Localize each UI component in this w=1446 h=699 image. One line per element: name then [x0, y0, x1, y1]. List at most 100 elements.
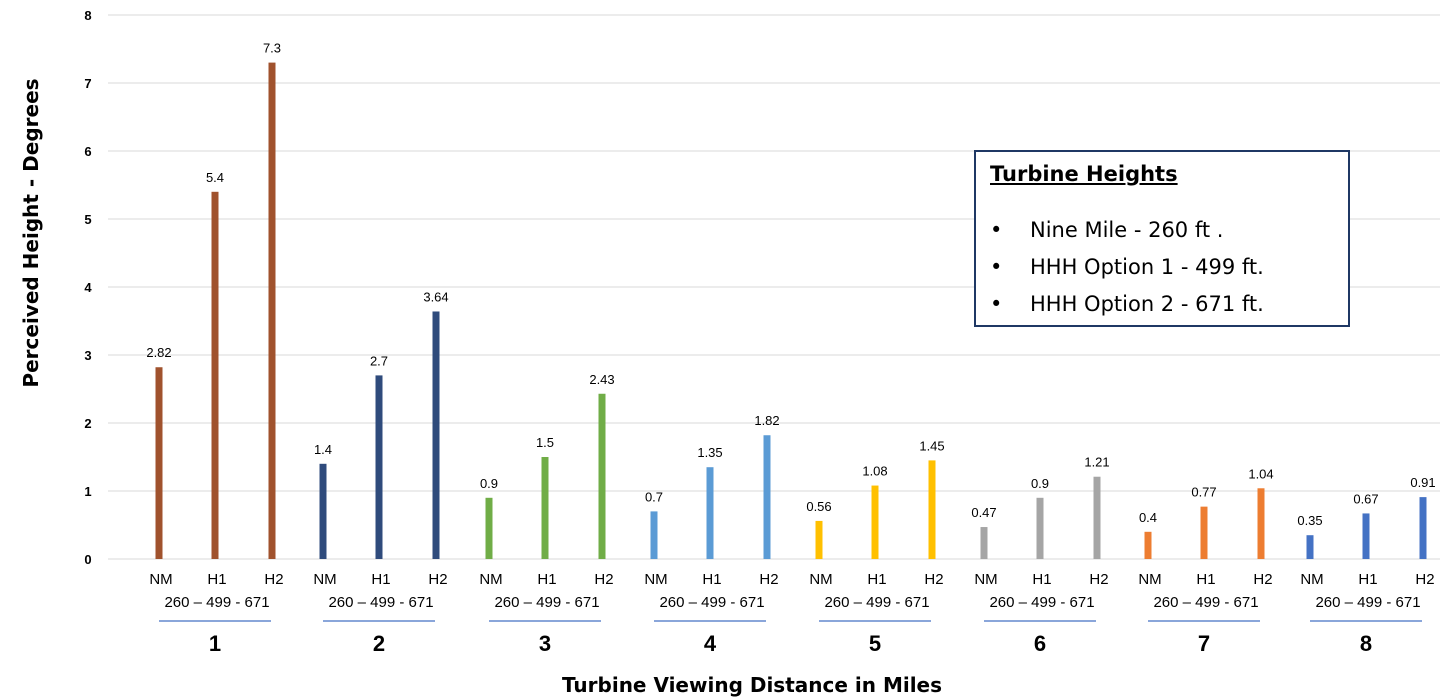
bar-category-label: H1: [1196, 571, 1215, 588]
data-label: 0.4: [1139, 510, 1157, 525]
data-label: 1.5: [536, 435, 554, 450]
bar-group-2-nm: [319, 463, 327, 559]
legend-item-label: Nine Mile - 260 ft .: [1030, 218, 1224, 242]
bar-group-2-h2: [432, 311, 440, 559]
y-tick-label: 7: [84, 76, 91, 91]
data-label: 1.21: [1084, 455, 1109, 470]
bar-category-label: H2: [759, 571, 778, 588]
legend: Turbine Heights • Nine Mile - 260 ft . • H…: [974, 150, 1350, 327]
data-label: 0.56: [806, 499, 831, 514]
gridlines: [108, 14, 1440, 560]
bar-category-label: NM: [809, 571, 832, 588]
data-label: 1.45: [919, 438, 944, 453]
bar-group-1-h1: [211, 191, 219, 560]
y-tick-label: 0: [84, 552, 91, 567]
bar-group-3-nm: [485, 497, 493, 559]
data-label: 7.3: [263, 41, 281, 56]
height-range-label: 260 – 499 - 671: [494, 594, 599, 611]
data-label: 0.91: [1410, 475, 1435, 490]
bar-group-7-h2: [1257, 488, 1265, 559]
bar-category-label: H1: [537, 571, 556, 588]
bar-category-label: NM: [644, 571, 667, 588]
data-label: 1.04: [1248, 466, 1273, 481]
bar-group-8-h1: [1362, 513, 1370, 559]
bar-category-label: H1: [1358, 571, 1377, 588]
bar-group-8-h2: [1419, 497, 1427, 559]
data-label: 0.47: [971, 505, 996, 520]
legend-item-label: HHH Option 2 - 671 ft.: [1030, 292, 1264, 316]
bar-group-2-h1: [375, 375, 383, 559]
bar-category-label: NM: [149, 571, 172, 588]
bar-group-3-h1: [541, 457, 549, 559]
height-range-label: 260 – 499 - 671: [1315, 594, 1420, 611]
y-tick-label: 8: [84, 8, 91, 23]
bar-group-5-h2: [928, 460, 936, 559]
legend-item-nine-mile: • Nine Mile - 260 ft .: [990, 218, 1224, 242]
bar-category-label: H2: [1253, 571, 1272, 588]
y-tick-label: 2: [84, 416, 91, 431]
category-labels: NM H1 H2 260 – 499 - 671 1 NM H1 H2 260 – 499 - …: [149, 571, 1434, 656]
data-label: 2.7: [370, 353, 388, 368]
distance-group-label: 3: [539, 631, 551, 656]
distance-group-label: 7: [1198, 631, 1210, 656]
bar-category-label: H2: [264, 571, 283, 588]
bar-category-label: NM: [974, 571, 997, 588]
bar-group-4-h1: [706, 467, 714, 559]
bar-group-7-h1: [1200, 506, 1208, 559]
distance-group-label: 8: [1360, 631, 1372, 656]
y-tick-label: 5: [84, 212, 91, 227]
bar-category-label: H1: [207, 571, 226, 588]
bar-group-1-nm: [155, 367, 163, 559]
data-label: 2.82: [146, 345, 171, 360]
bar-category-label: H2: [428, 571, 447, 588]
y-tick-label: 6: [84, 144, 91, 159]
bar-group-4-h2: [763, 435, 771, 559]
bar-category-label: H2: [1415, 571, 1434, 588]
bar-category-label: NM: [313, 571, 336, 588]
y-tick-label: 3: [84, 348, 91, 363]
data-label: 5.4: [206, 170, 224, 185]
bar-category-label: H1: [702, 571, 721, 588]
distance-group-label: 4: [704, 631, 717, 656]
bar-category-label: H2: [924, 571, 943, 588]
height-range-label: 260 – 499 - 671: [659, 594, 764, 611]
data-label: 2.43: [589, 372, 614, 387]
data-label: 0.77: [1191, 485, 1216, 500]
bar-group-7-nm: [1144, 531, 1152, 559]
data-label: 1.82: [754, 413, 779, 428]
bar-category-label: H1: [1032, 571, 1051, 588]
bar-category-label: NM: [1138, 571, 1161, 588]
bar-category-label: NM: [479, 571, 502, 588]
distance-group-label: 2: [373, 631, 385, 656]
height-range-label: 260 – 499 - 671: [1153, 594, 1258, 611]
data-label: 1.35: [697, 445, 722, 460]
y-tick-label: 1: [84, 484, 91, 499]
bar-category-label: NM: [1300, 571, 1323, 588]
data-label: 0.9: [480, 476, 498, 491]
data-label: 3.64: [423, 289, 448, 304]
bar-group-5-nm: [815, 520, 823, 559]
legend-item-hhh-option-1: • HHH Option 1 - 499 ft.: [990, 255, 1264, 279]
bars: [155, 62, 1427, 560]
height-range-label: 260 – 499 - 671: [989, 594, 1094, 611]
y-axis-title: Perceived Height - Degrees: [19, 78, 43, 387]
data-label: 0.7: [645, 489, 663, 504]
data-label: 0.67: [1353, 491, 1378, 506]
x-axis-title: Turbine Viewing Distance in Miles: [562, 673, 942, 697]
bar-group-4-nm: [650, 511, 658, 559]
bar-category-label: H2: [594, 571, 613, 588]
bar-group-6-nm: [980, 527, 988, 559]
bar-category-label: H1: [867, 571, 886, 588]
bar-group-8-nm: [1306, 535, 1314, 559]
distance-group-label: 5: [869, 631, 881, 656]
bar-group-3-h2: [598, 393, 606, 559]
data-label: 0.9: [1031, 476, 1049, 491]
data-label: 0.35: [1297, 513, 1322, 528]
height-range-label: 260 – 499 - 671: [328, 594, 433, 611]
distance-group-label: 6: [1034, 631, 1046, 656]
y-axis-ticks: 0 1 2 3 4 5 6 7 8: [84, 8, 92, 567]
legend-title: Turbine Heights: [990, 162, 1178, 186]
bar-group-1-h2: [268, 62, 276, 559]
data-label: 1.08: [862, 464, 887, 479]
